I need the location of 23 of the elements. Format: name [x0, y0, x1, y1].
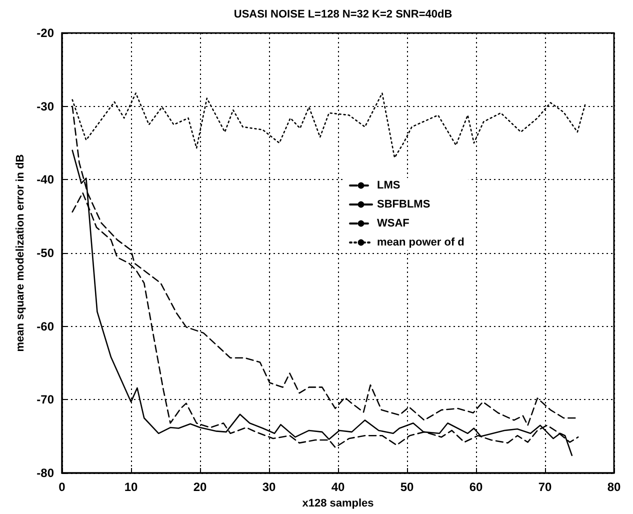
x-tick-label: 80: [607, 480, 621, 494]
chart-title: USASI NOISE L=128 N=32 K=2 SNR=40dB: [234, 8, 452, 20]
x-tick-label: 20: [193, 480, 207, 494]
x-tick-label: 30: [262, 480, 276, 494]
x-tick-label: 10: [124, 480, 138, 494]
x-tick-label: 70: [538, 480, 552, 494]
y-tick-label: -60: [36, 319, 54, 334]
x-axis-title: x128 samples: [302, 497, 374, 510]
x-tick-label: 50: [400, 480, 414, 494]
x-tick-label: 60: [469, 480, 483, 494]
y-tick-label: -70: [36, 392, 54, 407]
y-tick-label: -20: [36, 26, 54, 40]
legend-label: SBFBLMS: [377, 198, 430, 210]
y-tick-label: -50: [36, 246, 54, 260]
y-tick-label: -30: [36, 99, 54, 114]
y-axis-title: mean square modelization error in dB: [14, 154, 26, 352]
legend-label: LMS: [377, 180, 400, 192]
y-tick-label: -40: [36, 172, 54, 187]
legend-label: mean power of d: [377, 236, 464, 248]
x-tick-label: 40: [331, 480, 345, 494]
x-tick-label: 0: [58, 480, 66, 494]
legend-label: WSAF: [377, 218, 410, 230]
y-tick-label: -80: [36, 466, 54, 480]
